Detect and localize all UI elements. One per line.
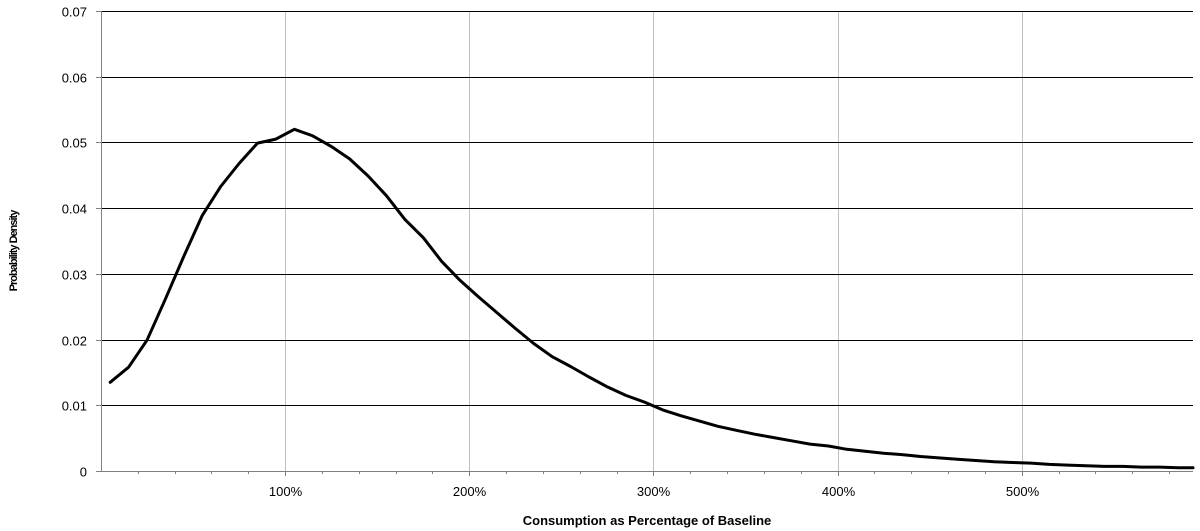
density-curve xyxy=(108,127,1195,470)
y-tick-label: 0.04 xyxy=(62,202,87,217)
y-tick-label: 0.01 xyxy=(62,399,87,414)
x-tick-label: 100% xyxy=(269,484,303,499)
y-axis-title: Probability Density xyxy=(8,209,20,292)
x-tick-label: 200% xyxy=(453,484,487,499)
x-tick-label: 400% xyxy=(822,484,856,499)
y-tick-label: 0.03 xyxy=(62,268,87,283)
y-tick-label: 0.02 xyxy=(62,334,87,349)
y-tick-label: 0.07 xyxy=(62,5,87,20)
x-tick-label: 300% xyxy=(637,484,671,499)
y-tick-label: 0.06 xyxy=(62,71,87,86)
series-layer xyxy=(108,127,1195,470)
tick-label-layer: 100% 200% 300% 400% 500% 0 0.01 0.02 0.03 0.04 0.0… xyxy=(62,5,1040,500)
y-tick-label: 0 xyxy=(80,465,87,480)
axis-layer xyxy=(96,11,1193,476)
grid-layer xyxy=(101,11,1193,471)
x-tick-label: 500% xyxy=(1006,484,1040,499)
x-axis-title: Consumption as Percentage of Baseline xyxy=(523,513,772,528)
y-tick-label: 0.05 xyxy=(62,136,87,151)
